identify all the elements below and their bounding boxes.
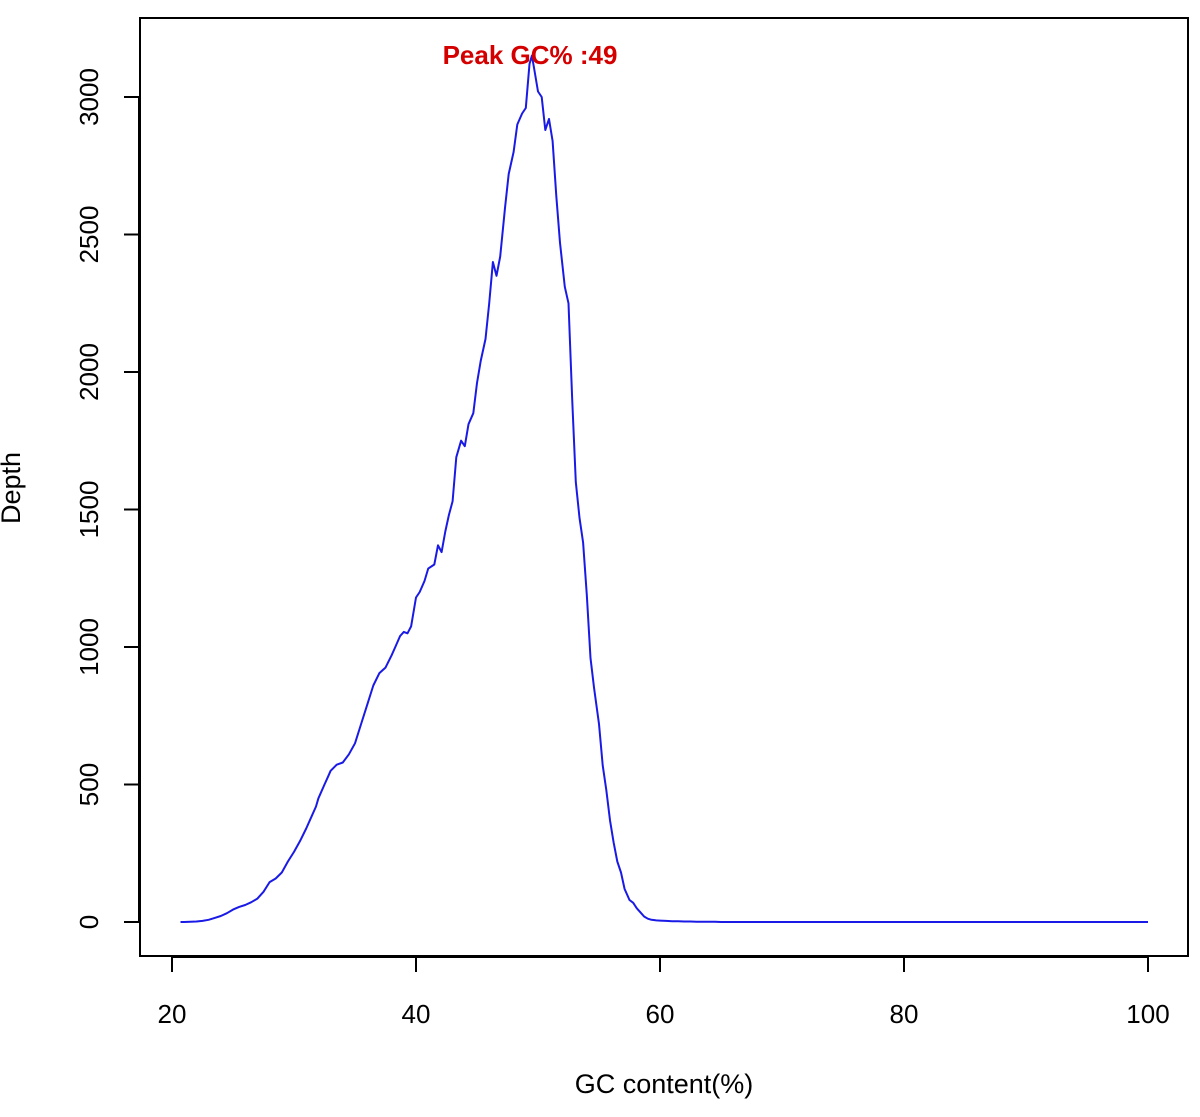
y-tick-label: 2000 <box>74 343 104 401</box>
y-axis: 0 500 1000 1500 2000 2500 3000 <box>74 68 140 929</box>
plot-frame <box>139 17 1189 957</box>
x-axis-title: GC content(%) <box>575 1069 754 1099</box>
y-tick-label: 1000 <box>74 618 104 676</box>
y-tick-label: 1500 <box>74 481 104 539</box>
peak-annotation: Peak GC% :49 <box>443 40 618 70</box>
x-axis: 20 40 60 80 100 <box>158 956 1170 1029</box>
y-axis-title: Depth <box>0 452 26 524</box>
x-tick-label: 60 <box>646 999 675 1029</box>
y-tick-label: 3000 <box>74 68 104 126</box>
x-tick-label: 100 <box>1126 999 1169 1029</box>
series-layer <box>180 54 1148 923</box>
x-tick-label: 20 <box>158 999 187 1029</box>
y-tick-label: 2500 <box>74 206 104 264</box>
x-tick-label: 40 <box>402 999 431 1029</box>
y-tick-label: 0 <box>74 915 104 929</box>
x-tick-label: 80 <box>890 999 919 1029</box>
y-tick-label: 500 <box>74 763 104 806</box>
depth-series-line <box>180 54 1148 923</box>
